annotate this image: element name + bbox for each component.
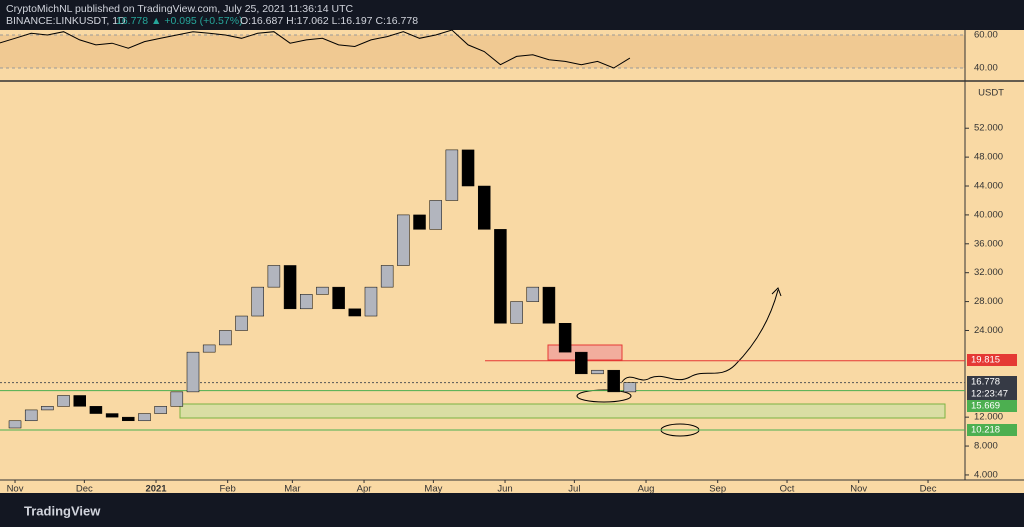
ellipse-drawing bbox=[576, 389, 632, 403]
publisher-line: CryptoMichNL published on TradingView.co… bbox=[6, 3, 353, 15]
candle bbox=[380, 265, 394, 288]
candle bbox=[122, 416, 135, 422]
candle bbox=[105, 413, 119, 418]
unit-label: USDT bbox=[978, 88, 1004, 99]
candle bbox=[429, 200, 442, 230]
candle bbox=[300, 294, 313, 310]
candle bbox=[8, 420, 22, 429]
y-tick-label: 40.000 bbox=[974, 209, 1003, 220]
y-tick-label: 52.000 bbox=[974, 123, 1003, 134]
x-tick-label: Nov bbox=[850, 484, 867, 495]
rsi-tick-label: 60.00 bbox=[974, 29, 998, 40]
candle bbox=[623, 382, 637, 393]
candle bbox=[89, 406, 103, 414]
rsi-tick-label: 40.00 bbox=[974, 62, 998, 73]
rsi-line bbox=[0, 29, 631, 69]
candle bbox=[24, 409, 38, 422]
level-label-bg bbox=[967, 424, 1017, 436]
x-tick-label: Jul bbox=[568, 484, 580, 495]
candle bbox=[235, 315, 248, 331]
x-tick-label: Sep bbox=[709, 484, 726, 495]
candle bbox=[477, 185, 491, 230]
candle bbox=[283, 265, 297, 310]
candle bbox=[575, 351, 588, 375]
candle bbox=[542, 286, 556, 324]
y-tick-label: 12.000 bbox=[974, 412, 1003, 423]
candle bbox=[316, 286, 329, 295]
x-tick-label: Dec bbox=[76, 484, 93, 495]
candle bbox=[202, 344, 216, 353]
candle bbox=[558, 323, 572, 353]
candle bbox=[251, 286, 264, 317]
y-tick-label: 32.000 bbox=[974, 267, 1003, 278]
rsi-band bbox=[0, 35, 965, 68]
candle bbox=[41, 406, 54, 411]
candle bbox=[591, 369, 604, 375]
arrow-head bbox=[771, 287, 782, 297]
candle bbox=[170, 391, 184, 407]
y-tick-label: 8.000 bbox=[974, 441, 998, 452]
y-tick-label: 24.000 bbox=[974, 325, 1003, 336]
symbol: BINANCE:LINKUSDT, 1D bbox=[6, 15, 126, 27]
candle bbox=[332, 286, 345, 310]
candle bbox=[138, 413, 151, 422]
x-tick-label: 2021 bbox=[145, 484, 167, 495]
countdown-label: 12:23:47 bbox=[971, 389, 1008, 400]
level-label-bg bbox=[967, 354, 1017, 366]
candle bbox=[510, 301, 523, 324]
logo: TradingView bbox=[24, 503, 101, 518]
candle bbox=[154, 406, 167, 414]
y-tick-label: 28.000 bbox=[974, 296, 1003, 307]
candle bbox=[348, 308, 362, 317]
x-tick-label: Aug bbox=[638, 484, 655, 495]
candle bbox=[186, 351, 200, 393]
candle bbox=[57, 395, 70, 407]
candle bbox=[461, 149, 475, 187]
price-change: 16.778 ▲ +0.095 (+0.57%) bbox=[116, 15, 243, 27]
x-tick-label: Nov bbox=[7, 484, 24, 495]
candle bbox=[364, 286, 378, 317]
level-label: 10.218 bbox=[971, 425, 1000, 436]
candle bbox=[494, 229, 507, 324]
projection-drawing bbox=[621, 289, 779, 383]
x-tick-label: Apr bbox=[357, 484, 372, 495]
candle bbox=[73, 395, 86, 407]
level-label-bg bbox=[967, 376, 1017, 388]
candle bbox=[267, 265, 281, 288]
candle bbox=[413, 214, 426, 230]
level-label: 19.815 bbox=[971, 355, 1000, 366]
countdown-bg bbox=[967, 388, 1017, 400]
candle bbox=[607, 369, 620, 393]
y-tick-label: 4.000 bbox=[974, 469, 998, 480]
x-tick-label: Dec bbox=[920, 484, 937, 495]
candle bbox=[445, 149, 459, 201]
x-tick-label: Oct bbox=[780, 484, 795, 495]
candle bbox=[397, 214, 410, 266]
y-tick-label: 36.000 bbox=[974, 238, 1003, 249]
support-zone bbox=[179, 403, 946, 419]
level-label: 16.778 bbox=[971, 377, 1000, 388]
y-tick-label: 48.000 bbox=[974, 152, 1003, 163]
x-tick-label: Mar bbox=[284, 484, 300, 495]
x-tick-label: Jun bbox=[497, 484, 512, 495]
candle bbox=[219, 330, 232, 346]
chart-background bbox=[0, 30, 1024, 493]
x-tick-label: Feb bbox=[219, 484, 235, 495]
footer bbox=[0, 493, 1024, 527]
x-tick-label: May bbox=[424, 484, 442, 495]
level-label: 15.669 bbox=[971, 401, 1000, 412]
ohlc: O:16.687 H:17.062 L:16.197 C:16.778 bbox=[240, 15, 418, 27]
y-tick-label: 44.000 bbox=[974, 181, 1003, 192]
candle bbox=[526, 286, 540, 302]
level-label-bg bbox=[967, 400, 1017, 412]
